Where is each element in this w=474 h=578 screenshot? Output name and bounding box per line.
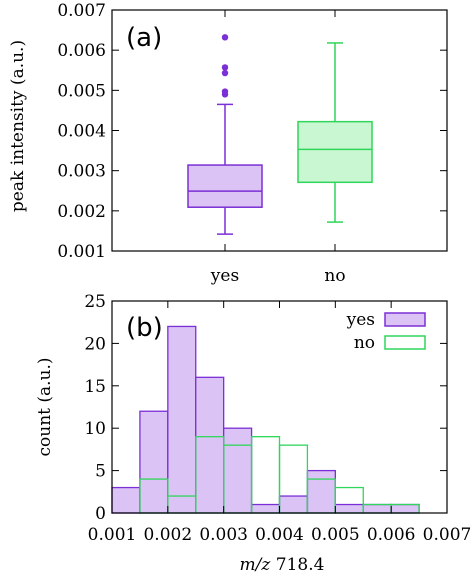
b-xtick-label-3: 0.004 (255, 525, 304, 545)
box-yes (187, 164, 263, 208)
panel-b-ticks: 0.001 0.002 0.003 0.004 0.005 0.006 0.007 0 5 10 1… (84, 292, 471, 545)
xlabel-italic: m/z (240, 555, 272, 575)
legend: yes no (346, 310, 426, 353)
panel-a-frame (111, 9, 448, 252)
b-xtick-label-5: 0.006 (367, 525, 416, 545)
bar-yes-9 (362, 503, 392, 514)
panel-b: 0.001 0.002 0.003 0.004 0.005 0.006 0.007 0 5 10 1… (35, 292, 471, 575)
a-xtick-label-no: no (324, 266, 345, 286)
a-ytick-label-1: 0.002 (57, 202, 106, 222)
b-xtick-label-2: 0.003 (199, 525, 248, 545)
a-ytick-label-4: 0.005 (57, 81, 106, 101)
b-ytick-label-2: 10 (84, 419, 106, 439)
bar-yes-7 (306, 469, 336, 514)
a-ytick-label-3: 0.004 (57, 122, 106, 142)
bar-yes-2 (167, 325, 197, 514)
bar-yes-10 (390, 503, 420, 514)
a-ytick-label-0: 0.001 (57, 242, 106, 262)
legend-label-no: no (354, 333, 375, 353)
bar-yes-3 (195, 376, 225, 514)
outlier-yes-1 (221, 88, 229, 95)
b-ytick-label-5: 25 (84, 292, 106, 312)
xlabel-rest: 718.4 (270, 555, 324, 575)
b-xtick-label-6: 0.007 (423, 525, 472, 545)
panel-a-ylabel: peak intensity (a.u.) (8, 40, 28, 212)
b-xtick-label-1: 0.002 (143, 525, 192, 545)
panel-b-label: (b) (126, 313, 163, 343)
bar-yes-4 (223, 427, 253, 514)
panel-b-xlabel: m/z 718.4 (240, 555, 325, 575)
outlier-yes-2 (221, 69, 229, 77)
bar-yes-0 (111, 486, 141, 514)
a-ytick-label-2: 0.003 (57, 162, 106, 182)
bar-yes-6 (278, 495, 309, 514)
boxplot-marks (187, 34, 373, 235)
histogram-marks (111, 325, 420, 514)
bar-yes-1 (139, 410, 169, 514)
bar-yes-5 (250, 503, 281, 514)
panel-a-ticks: 0.001 0.002 0.003 0.004 0.005 0.006 0.007 yes no (57, 1, 447, 286)
panel-a-label: (a) (126, 23, 162, 53)
b-xtick-label-4: 0.005 (311, 525, 360, 545)
legend-swatch-yes (384, 312, 426, 327)
panel-b-ylabel: count (a.u.) (35, 357, 55, 456)
outlier-yes-3 (221, 64, 229, 71)
a-ytick-label-5: 0.006 (57, 41, 106, 61)
bar-no-5 (250, 436, 281, 514)
b-ytick-label-4: 20 (84, 334, 106, 354)
b-ytick-label-0: 0 (95, 504, 106, 524)
outlier-yes-4 (221, 34, 229, 41)
b-ytick-label-3: 15 (84, 377, 106, 397)
legend-label-yes: yes (346, 310, 375, 330)
b-ytick-label-1: 5 (95, 462, 106, 482)
legend-swatch-no (384, 335, 426, 350)
b-xtick-label-0: 0.001 (88, 525, 137, 545)
bar-yes-8 (334, 503, 364, 514)
a-xtick-label-yes: yes (210, 266, 239, 286)
box-no (297, 120, 373, 184)
panel-a: 0.001 0.002 0.003 0.004 0.005 0.006 0.007 yes no… (8, 1, 448, 286)
a-ytick-label-6: 0.007 (57, 1, 106, 21)
